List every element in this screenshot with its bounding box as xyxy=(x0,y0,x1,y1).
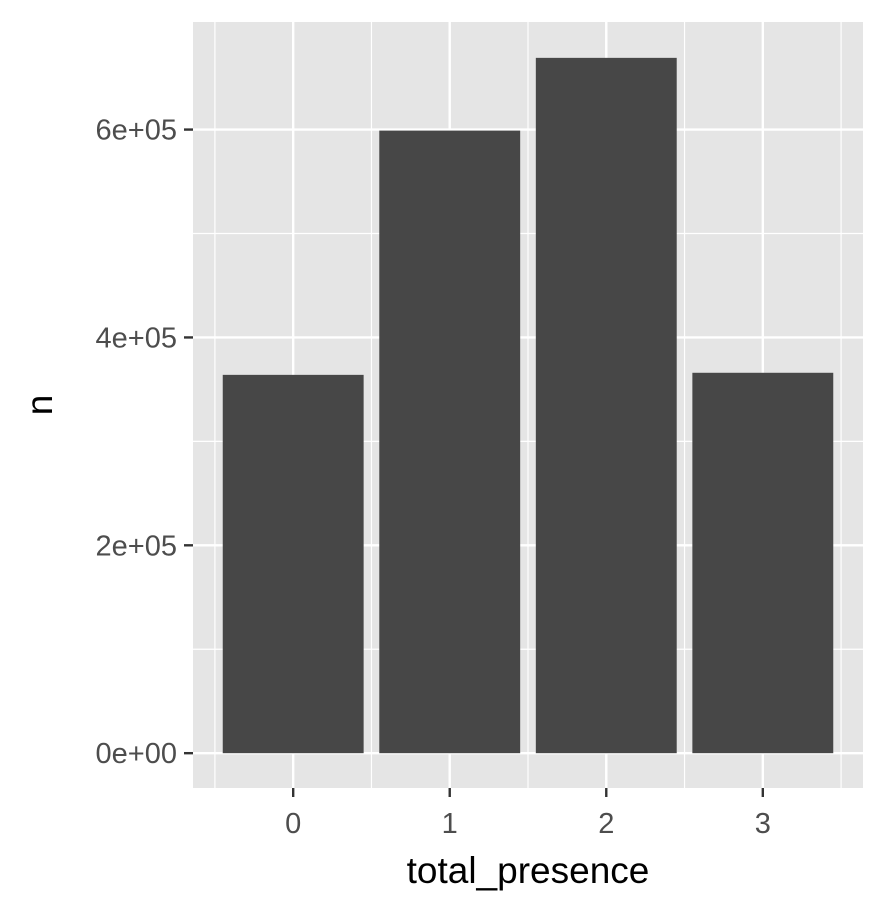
y-tick-label: 0e+00 xyxy=(96,738,177,770)
bars xyxy=(222,57,834,754)
y-tick-label: 4e+05 xyxy=(96,322,177,354)
bar-2 xyxy=(535,57,677,754)
x-tick-label: 0 xyxy=(285,808,301,840)
y-tick-label: 2e+05 xyxy=(96,530,177,562)
bar-1 xyxy=(379,130,521,754)
x-tick-label: 1 xyxy=(442,808,458,840)
x-tick-label: 3 xyxy=(755,808,771,840)
y-axis: 0e+00 2e+05 4e+05 6e+05 xyxy=(96,115,193,770)
bar-0 xyxy=(222,374,364,754)
x-axis-title: total_presence xyxy=(407,850,650,891)
y-axis-title: n xyxy=(19,395,60,416)
y-tick-label: 6e+05 xyxy=(96,115,177,147)
bar-3 xyxy=(692,372,834,754)
x-tick-label: 2 xyxy=(598,808,614,840)
x-axis: 0 1 2 3 xyxy=(285,788,771,840)
